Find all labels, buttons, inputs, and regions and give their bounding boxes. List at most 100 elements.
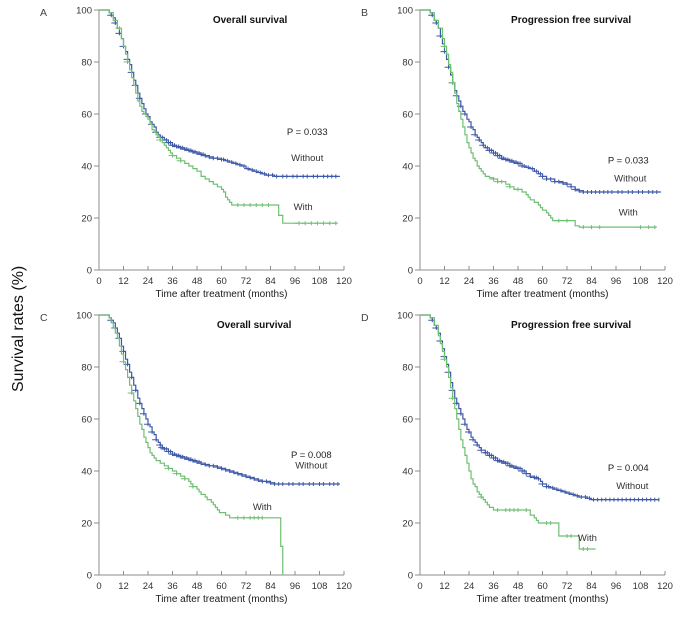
svg-text:80: 80: [81, 363, 92, 374]
svg-text:60: 60: [537, 581, 548, 592]
panel-b-chart: 0 12 24 36 48 60 72 84 96 108 120 0 20 40 60 80 100 Time …: [397, 6, 673, 301]
svg-text:40: 40: [402, 162, 413, 173]
svg-text:0: 0: [408, 571, 413, 582]
svg-text:20: 20: [402, 214, 413, 225]
svg-text:0: 0: [96, 276, 101, 287]
svg-text:60: 60: [216, 581, 227, 592]
svg-text:Overall survival: Overall survival: [213, 15, 288, 26]
svg-text:36: 36: [488, 581, 499, 592]
svg-text:20: 20: [402, 519, 413, 530]
svg-text:100: 100: [397, 311, 413, 322]
svg-text:60: 60: [81, 415, 92, 426]
svg-text:P = 0.008: P = 0.008: [291, 450, 332, 461]
svg-text:72: 72: [241, 581, 252, 592]
svg-text:Without: Without: [291, 153, 324, 164]
svg-text:84: 84: [265, 581, 276, 592]
svg-text:84: 84: [586, 581, 597, 592]
svg-text:0: 0: [408, 266, 413, 277]
svg-text:12: 12: [439, 581, 450, 592]
svg-text:Without: Without: [295, 460, 328, 471]
svg-text:36: 36: [167, 276, 178, 287]
svg-text:20: 20: [81, 519, 92, 530]
svg-text:Without: Without: [616, 481, 649, 492]
svg-text:0: 0: [96, 581, 101, 592]
svg-text:80: 80: [81, 58, 92, 69]
svg-text:60: 60: [402, 415, 413, 426]
svg-text:20: 20: [81, 214, 92, 225]
svg-text:24: 24: [464, 276, 475, 287]
svg-text:120: 120: [657, 581, 673, 592]
panel-d-letter: D: [361, 312, 369, 324]
svg-text:0: 0: [417, 581, 422, 592]
svg-text:100: 100: [76, 311, 92, 322]
svg-text:Without: Without: [614, 174, 647, 185]
svg-text:With: With: [578, 533, 597, 544]
panel-d: D 0 12 24 36 48 60 72 84 96 108 120 0 20 40 60 80 100 Tim…: [361, 305, 681, 606]
svg-text:96: 96: [611, 581, 622, 592]
svg-text:72: 72: [562, 581, 573, 592]
svg-text:100: 100: [397, 6, 413, 17]
svg-text:P = 0.033: P = 0.033: [287, 127, 328, 138]
svg-text:Overall survival: Overall survival: [217, 320, 292, 331]
panel-b: B 0 12 24 36 48 60 72 84 96 108 120 0 20 40 60 80 100 Tim…: [361, 0, 681, 301]
svg-text:108: 108: [312, 276, 328, 287]
svg-text:P = 0.004: P = 0.004: [608, 463, 649, 474]
svg-text:60: 60: [537, 276, 548, 287]
svg-text:40: 40: [81, 467, 92, 478]
svg-text:96: 96: [290, 581, 301, 592]
svg-text:0: 0: [87, 571, 92, 582]
svg-text:0: 0: [87, 266, 92, 277]
svg-text:48: 48: [192, 276, 203, 287]
panel-a-chart: 0 12 24 36 48 60 72 84 96 108 120 0 20 40 60 80 100 Time …: [76, 6, 352, 301]
svg-text:Progression free survival: Progression free survival: [511, 320, 631, 331]
svg-text:60: 60: [216, 276, 227, 287]
svg-text:With: With: [294, 202, 313, 213]
svg-text:120: 120: [657, 276, 673, 287]
svg-text:36: 36: [488, 276, 499, 287]
svg-text:0: 0: [417, 276, 422, 287]
svg-text:108: 108: [633, 581, 649, 592]
svg-text:48: 48: [513, 276, 524, 287]
panel-a-letter: A: [40, 7, 48, 19]
svg-text:72: 72: [562, 276, 573, 287]
svg-text:36: 36: [167, 581, 178, 592]
panel-c: C 0 12 24 36 48 60 72 84 96 108 120 0 20 40 60 80 100 Tim…: [40, 305, 383, 606]
svg-text:P = 0.033: P = 0.033: [608, 155, 649, 166]
svg-text:108: 108: [633, 276, 649, 287]
panel-a: A 0 12 24 36 48 60 72 84 96 108 120 0 20 40 60 80 100 Tim…: [40, 0, 383, 301]
panel-d-chart: 0 12 24 36 48 60 72 84 96 108 120 0 20 40 60 80 100 Time …: [397, 311, 673, 606]
svg-text:With: With: [619, 207, 638, 218]
svg-text:84: 84: [265, 276, 276, 287]
svg-text:80: 80: [402, 58, 413, 69]
svg-text:48: 48: [513, 581, 524, 592]
svg-text:84: 84: [586, 276, 597, 287]
svg-text:With: With: [253, 502, 272, 513]
svg-text:108: 108: [312, 581, 328, 592]
svg-text:24: 24: [464, 581, 475, 592]
svg-text:Time after treatment (months): Time after treatment (months): [477, 594, 609, 605]
svg-text:40: 40: [402, 467, 413, 478]
svg-text:12: 12: [118, 276, 129, 287]
svg-text:60: 60: [81, 110, 92, 121]
svg-text:96: 96: [290, 276, 301, 287]
panel-c-letter: C: [40, 312, 48, 324]
svg-text:Time after treatment (months): Time after treatment (months): [477, 289, 609, 300]
svg-text:72: 72: [241, 276, 252, 287]
svg-text:60: 60: [402, 110, 413, 121]
svg-text:Time after treatment (months): Time after treatment (months): [156, 289, 288, 300]
svg-text:12: 12: [439, 276, 450, 287]
y-axis-global-label: Survival rates (%): [10, 265, 27, 392]
svg-text:Time after treatment (months): Time after treatment (months): [156, 594, 288, 605]
svg-text:24: 24: [143, 276, 154, 287]
svg-text:100: 100: [76, 6, 92, 17]
panel-b-letter: B: [361, 7, 369, 19]
svg-text:120: 120: [336, 276, 352, 287]
svg-text:40: 40: [81, 162, 92, 173]
panel-c-chart: 0 12 24 36 48 60 72 84 96 108 120 0 20 40 60 80 100 Time …: [76, 311, 352, 606]
svg-text:48: 48: [192, 581, 203, 592]
svg-text:120: 120: [336, 581, 352, 592]
svg-text:Progression free survival: Progression free survival: [511, 15, 631, 26]
svg-text:24: 24: [143, 581, 154, 592]
svg-text:12: 12: [118, 581, 129, 592]
